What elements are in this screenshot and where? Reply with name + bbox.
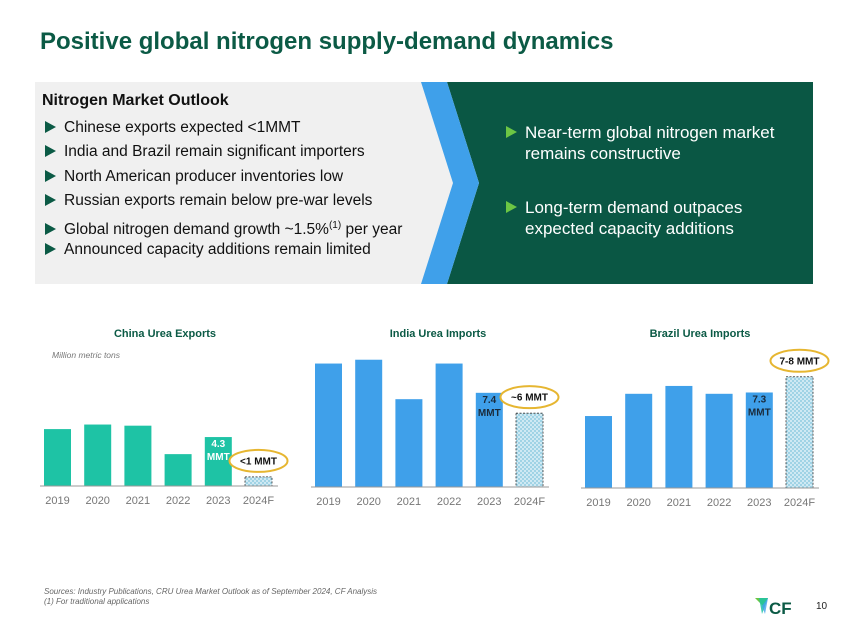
footnotes: Sources: Industry Publications, CRU Urea… [44, 587, 377, 607]
bar [164, 454, 192, 486]
callout-ellipse [228, 448, 289, 473]
bar-data-label: 7.4 [482, 395, 496, 406]
forecast-bar [785, 376, 814, 489]
x-tick-label: 2023 [747, 497, 771, 509]
outlook-bullet: Chinese exports expected <1MMT [45, 117, 402, 141]
outlook-list: Chinese exports expected <1MMT India and… [45, 117, 402, 263]
charts: China Urea Exports Million metric tons 201… [40, 328, 830, 509]
bar [705, 393, 733, 488]
triangle-bullet-icon [45, 121, 56, 133]
x-tick-label: 2021 [397, 496, 421, 508]
blue-chevron-icon [421, 82, 479, 284]
triangle-bullet-icon [45, 194, 56, 207]
bar-data-label: MMT [478, 408, 501, 419]
outlook-bullet: North American producer inventories low [45, 166, 402, 190]
callout-label: ~6 MMT [511, 393, 548, 404]
outlook-panel [35, 82, 455, 284]
bar-data-label: MMT [207, 452, 230, 463]
slide-title: Positive global nitrogen supply-demand d… [40, 28, 614, 55]
triangle-bullet-icon [45, 145, 56, 158]
bar [625, 393, 653, 488]
callout-label: 7-8 MMT [780, 356, 820, 367]
chart-title: Brazil Urea Imports [650, 328, 751, 340]
x-tick-label: 2019 [45, 495, 69, 507]
callout-label: <1 MMT [240, 456, 277, 467]
conclusion-bullet: Long-term demand outpaces expected capac… [506, 197, 775, 239]
bar [475, 392, 503, 487]
x-tick-label: 2022 [707, 497, 731, 509]
page-number: 10 [816, 601, 828, 612]
x-tick-label: 2024F [243, 495, 274, 507]
outlook-bullet: India and Brazil remain significant impo… [45, 141, 402, 165]
chart-title: China Urea Exports [114, 328, 216, 340]
bar [44, 429, 71, 486]
x-tick-label: 2019 [316, 496, 340, 508]
x-tick-label: 2019 [586, 497, 610, 509]
outlook-bullet: Global nitrogen demand growth ~1.5%(1) p… [45, 215, 402, 239]
bar [84, 424, 112, 486]
chevron-panel [421, 82, 813, 284]
x-tick-label: 2021 [667, 497, 691, 509]
x-tick-label: 2020 [85, 495, 109, 507]
bar-data-label: MMT [748, 407, 771, 418]
bar [585, 416, 612, 488]
bar [395, 399, 423, 487]
triangle-bullet-icon [45, 169, 56, 182]
conclusion-bullet: Near-term global nitrogen market remains… [506, 122, 775, 164]
chart-title: India Urea Imports [390, 328, 487, 340]
footnote-1: (1) For traditional applications [44, 597, 150, 606]
x-tick-label: 2024F [514, 496, 545, 508]
forecast-bar [244, 476, 273, 487]
bar-data-label: 7.3 [752, 394, 766, 405]
green-panel [447, 82, 813, 284]
triangle-bullet-icon [45, 222, 56, 235]
x-tick-label: 2022 [437, 496, 461, 508]
bar-data-label: 4.3 [211, 439, 225, 450]
x-tick-label: 2023 [206, 495, 230, 507]
callout-ellipse [769, 348, 830, 373]
forecast-bar [515, 412, 544, 488]
triangle-bullet-icon [45, 242, 56, 255]
triangle-bullet-icon [506, 201, 517, 213]
bar [204, 437, 232, 486]
bar [355, 359, 383, 487]
svg-text:CF: CF [769, 599, 792, 618]
x-tick-label: 2023 [477, 496, 501, 508]
x-tick-label: 2022 [166, 495, 190, 507]
conclusions-list: Near-term global nitrogen market remains… [506, 122, 775, 272]
y-axis-label: Million metric tons [52, 350, 121, 360]
outlook-heading: Nitrogen Market Outlook [42, 92, 229, 109]
callout-ellipse [499, 385, 560, 410]
bar [435, 363, 463, 487]
outlook-bullet: Announced capacity additions remain limi… [45, 239, 402, 263]
bar [665, 385, 693, 488]
x-tick-label: 2020 [626, 497, 650, 509]
bar [315, 363, 342, 487]
x-tick-label: 2021 [126, 495, 150, 507]
sources-note: Sources: Industry Publications, CRU Urea… [44, 587, 378, 596]
bar [124, 425, 152, 486]
x-tick-label: 2024F [784, 497, 815, 509]
outlook-bullet: Russian exports remain below pre-war lev… [45, 190, 402, 214]
triangle-bullet-icon [506, 126, 517, 138]
x-tick-label: 2020 [356, 496, 380, 508]
cf-logo: CF [755, 598, 792, 618]
bar [745, 392, 773, 488]
